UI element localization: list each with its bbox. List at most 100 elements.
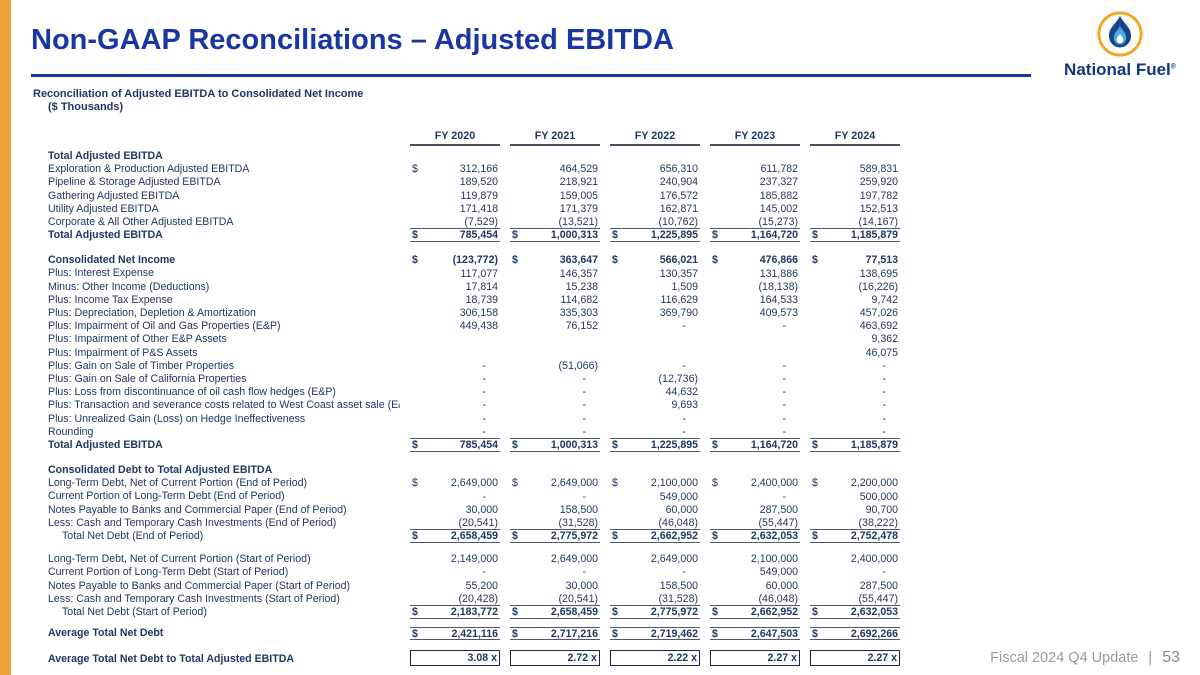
table-spacer <box>48 543 908 553</box>
row-label: Average Total Net Debt <box>48 627 164 640</box>
table-cell: - <box>510 413 600 426</box>
cell-value: 611,782 <box>760 163 798 176</box>
table-cell: $2,183,772 <box>410 606 500 620</box>
table-row: Notes Payable to Banks and Commercial Pa… <box>48 504 908 517</box>
cell-value: 2,649,000 <box>550 553 598 566</box>
table-cell: $1,185,879 <box>810 438 900 453</box>
table-cell: 152,513 <box>810 203 900 216</box>
dollar-sign: $ <box>512 438 518 451</box>
table-cell: 218,921 <box>510 176 600 189</box>
cell-value: 146,357 <box>559 267 598 280</box>
cell-value: - <box>882 373 886 385</box>
table-cell <box>710 464 800 477</box>
table-row: Current Portion of Long-Term Debt (Start… <box>48 566 908 579</box>
cell-value: - <box>482 399 486 412</box>
cell-value: 259,920 <box>859 176 898 189</box>
cell-value: 363,647 <box>559 254 598 267</box>
table-cell <box>610 150 700 163</box>
table-cell: 549,000 <box>710 566 800 579</box>
table-row: Notes Payable to Banks and Commercial Pa… <box>48 580 908 593</box>
table-cell <box>510 333 600 346</box>
cell-value: 152,513 <box>859 202 898 215</box>
dollar-sign: $ <box>512 628 518 641</box>
table-cell <box>510 464 600 477</box>
table-cell: (38,222) <box>810 517 900 531</box>
cell-value: (20,541) <box>458 516 498 529</box>
table-cell: $785,454 <box>410 229 500 243</box>
cell-value: 1,164,720 <box>750 438 798 451</box>
table-cell: - <box>810 566 900 579</box>
footer-label: Fiscal 2024 Q4 Update <box>990 650 1139 666</box>
dollar-sign: $ <box>412 438 418 451</box>
company-logo: National Fuel® <box>1052 10 1188 80</box>
table-row: Total Net Debt (End of Period) $2,658,459… <box>48 530 908 544</box>
table-cell: 158,500 <box>610 580 700 593</box>
cell-value: 1,000,313 <box>550 438 598 451</box>
cell-value: 369,790 <box>659 307 698 320</box>
cell-value: 2,400,000 <box>850 553 898 566</box>
table-cell: 159,005 <box>510 190 600 203</box>
table-row: Plus: Income Tax Expense 18,739 114,682 116… <box>48 294 908 307</box>
cell-value: 1,225,895 <box>650 229 698 242</box>
table-cell: - <box>410 491 500 504</box>
cell-value: 2,200,000 <box>850 477 898 490</box>
table-cell <box>410 333 500 346</box>
cell-value: 1,000,313 <box>550 229 598 242</box>
cell-value: 2.72 x <box>567 652 597 665</box>
dollar-sign: $ <box>612 628 618 641</box>
cell-value: 306,158 <box>459 307 498 320</box>
cell-value: 130,357 <box>659 267 698 280</box>
row-label: Plus: Gain on Sale of California Propert… <box>48 372 247 385</box>
table-spacer <box>48 640 908 650</box>
table-row: Pipeline & Storage Adjusted EBITDA 189,52… <box>48 176 908 189</box>
table-cell: 90,700 <box>810 504 900 517</box>
table-cell: 2,649,000 <box>510 553 600 566</box>
row-label: Plus: Income Tax Expense <box>48 293 173 306</box>
dollar-sign: $ <box>412 229 418 242</box>
row-label: Plus: Impairment of P&S Assets <box>48 346 198 359</box>
table-cell: - <box>410 426 500 439</box>
cell-value: - <box>782 320 786 333</box>
table-cell: 2,149,000 <box>410 553 500 566</box>
cell-value: 2,649,000 <box>650 553 698 566</box>
table-cell: - <box>610 413 700 426</box>
cell-value: - <box>582 386 586 399</box>
cell-value: - <box>782 490 786 503</box>
cell-value: (10,762) <box>658 215 698 228</box>
title-rule <box>31 74 1031 77</box>
year-column-header: FY 2021 <box>510 130 600 146</box>
table-row: Plus: Impairment of Oil and Gas Properti… <box>48 320 908 333</box>
table-row: Plus: Impairment of Other E&P Assets 9,36… <box>48 333 908 346</box>
cell-value: 30,000 <box>565 579 598 592</box>
table-cell: 76,152 <box>510 320 600 333</box>
cell-value: (18,138) <box>758 280 798 293</box>
table-cell: 138,695 <box>810 268 900 281</box>
table-cell: 60,000 <box>610 504 700 517</box>
cell-value: 476,866 <box>759 254 798 267</box>
cell-value: 90,700 <box>865 503 898 516</box>
cell-value: 2,632,053 <box>850 606 898 618</box>
cell-value: 2,647,503 <box>750 628 798 641</box>
dollar-sign: $ <box>612 229 618 242</box>
row-label: Notes Payable to Banks and Commercial Pa… <box>48 503 347 516</box>
cell-value: (46,048) <box>658 516 698 529</box>
cell-value: 464,529 <box>559 163 598 176</box>
cell-value: 1,185,879 <box>850 438 898 451</box>
cell-value: - <box>682 425 686 438</box>
table-cell: $2,717,216 <box>510 627 600 641</box>
cell-value: 60,000 <box>765 579 798 592</box>
cell-value: - <box>782 399 786 412</box>
cell-value: 145,002 <box>759 202 798 215</box>
row-label: Plus: Depreciation, Depletion & Amortiza… <box>48 307 256 320</box>
table-cell: 171,379 <box>510 203 600 216</box>
table-cell: $2,752,478 <box>810 530 900 544</box>
cell-value: 2,752,478 <box>850 530 898 543</box>
table-cell: $2,649,000 <box>510 477 600 490</box>
cell-value: 116,629 <box>660 293 698 306</box>
cell-value: - <box>482 373 486 385</box>
cell-value: 2,649,000 <box>450 477 498 490</box>
dollar-sign: $ <box>612 530 618 543</box>
table-cell: 463,692 <box>810 320 900 333</box>
table-cell: - <box>710 426 800 439</box>
table-cell: 44,632 <box>610 386 700 399</box>
